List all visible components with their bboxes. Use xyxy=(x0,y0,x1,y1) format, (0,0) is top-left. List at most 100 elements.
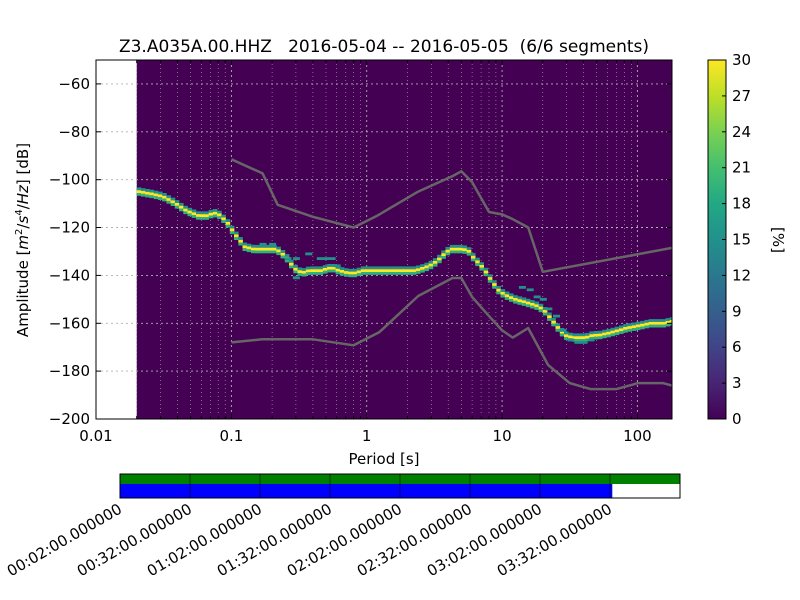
psd-bin-peak xyxy=(174,203,180,206)
psd-bin-edge xyxy=(576,333,582,337)
psd-bin-edge xyxy=(509,293,514,297)
psd-bin-peak xyxy=(462,248,468,251)
psd-bin-peak xyxy=(614,329,620,333)
psd-bin-edge xyxy=(234,231,239,235)
psd-bin-edge xyxy=(170,203,176,206)
psd-bin-peak xyxy=(255,247,260,251)
psd-bin-edge xyxy=(559,333,565,337)
psd-bin-edge xyxy=(373,266,379,270)
psd-bin-secondary xyxy=(574,341,582,344)
psd-bin-edge xyxy=(462,245,468,249)
psd-bin-edge xyxy=(661,324,666,328)
chart-title: Z3.A035A.00.HHZ 2016-05-04 -- 2016-05-05… xyxy=(119,37,649,57)
psd-bin-edge xyxy=(521,297,527,301)
psd-bin-edge xyxy=(568,332,573,336)
psd-bin-edge xyxy=(585,332,590,336)
psd-bin-peak xyxy=(525,301,531,305)
psd-bin-peak xyxy=(500,291,506,295)
psd-bin-edge xyxy=(259,250,264,254)
psd-bin-edge xyxy=(157,191,163,195)
coverage-tick-label: 00:02:00.000000 xyxy=(4,500,125,580)
psd-bin-edge xyxy=(284,254,290,257)
psd-bin-edge xyxy=(420,264,425,267)
psd-bin-edge xyxy=(589,337,594,340)
psd-bin-edge xyxy=(280,255,286,259)
psd-bin-edge xyxy=(141,193,146,197)
psd-bin-edge xyxy=(386,266,391,270)
psd-bin-peak xyxy=(559,330,565,334)
psd-bin-secondary xyxy=(316,257,324,260)
psd-bin-edge xyxy=(657,324,662,328)
x-tick-label: 100 xyxy=(623,427,652,445)
psd-bin-edge xyxy=(305,266,311,270)
psd-bin-peak xyxy=(208,212,214,216)
psd-bin-peak xyxy=(212,211,218,215)
psd-bin-edge xyxy=(432,263,438,267)
psd-bin-peak xyxy=(234,234,239,238)
psd-bin-peak xyxy=(631,325,637,329)
psd-bin-peak xyxy=(479,265,484,268)
psd-bin-edge xyxy=(589,331,594,335)
psd-bin-peak xyxy=(162,195,167,199)
psd-bin-edge xyxy=(301,273,307,277)
psd-bin-edge xyxy=(525,298,531,302)
psd-bin-edge xyxy=(187,207,193,211)
psd-bin-edge xyxy=(145,189,150,192)
psd-bin-peak xyxy=(399,269,404,272)
psd-bin-secondary xyxy=(587,338,595,342)
psd-bin-edge xyxy=(551,317,556,321)
psd-bin-edge xyxy=(602,329,607,333)
psd-bin-edge xyxy=(242,242,248,246)
psd-bin-edge xyxy=(157,197,163,200)
psd-bin-edge xyxy=(479,262,484,265)
psd-bin-edge xyxy=(322,270,328,274)
psd-bin-edge xyxy=(331,269,336,273)
psd-bin-peak xyxy=(373,269,379,272)
psd-bin-edge xyxy=(492,285,497,289)
psd-bin-peak xyxy=(200,214,205,217)
coverage-tick-label: 00:32:00.000000 xyxy=(74,500,195,580)
psd-bin-edge xyxy=(614,332,620,336)
psd-bin-edge xyxy=(513,300,518,304)
y-tick-label: −120 xyxy=(49,219,90,237)
colorbar-tick-label: 27 xyxy=(732,87,751,105)
psd-bin-edge xyxy=(547,312,552,316)
psd-bin-edge xyxy=(335,271,341,275)
coverage-tick-label: 01:32:00.000000 xyxy=(214,500,335,580)
psd-bin-edge xyxy=(136,193,142,196)
psd-bin-edge xyxy=(648,324,654,328)
psd-bin-secondary xyxy=(292,276,300,280)
psd-bin-peak xyxy=(555,326,561,329)
psd-bin-edge xyxy=(403,266,408,270)
psd-bin-edge xyxy=(580,339,586,342)
psd-bin-edge xyxy=(665,318,671,321)
psd-bin-edge xyxy=(348,274,353,278)
psd-bin-edge xyxy=(487,274,493,278)
psd-bin-peak xyxy=(183,208,188,212)
psd-bin-edge xyxy=(267,244,273,248)
psd-bin-peak xyxy=(652,321,658,325)
psd-bin-peak xyxy=(407,269,413,272)
psd-bin-peak xyxy=(437,257,442,261)
psd-bin-edge xyxy=(327,264,332,267)
psd-bin-peak xyxy=(521,300,527,304)
psd-bin-edge xyxy=(217,216,222,220)
data-coverage-bar: 00:02:00.00000000:32:00.00000001:02:00.0… xyxy=(4,473,681,580)
y-tick-label: −60 xyxy=(58,75,90,93)
psd-bin-peak xyxy=(153,193,159,197)
psd-bin-edge xyxy=(564,337,569,340)
psd-bin-edge xyxy=(331,264,336,267)
psd-bin-secondary xyxy=(323,257,330,260)
psd-bin-peak xyxy=(289,262,294,266)
psd-bin-peak xyxy=(276,249,281,253)
psd-bin-peak xyxy=(293,267,298,271)
psd-bin-edge xyxy=(538,309,544,313)
psd-bin-peak xyxy=(259,247,264,251)
psd-bin-peak xyxy=(272,247,277,251)
psd-bin-peak xyxy=(428,263,434,267)
psd-bin-peak xyxy=(441,253,446,256)
psd-bin-secondary xyxy=(567,338,575,342)
psd-bin-edge xyxy=(191,209,197,213)
psd-bin-edge xyxy=(411,266,417,270)
